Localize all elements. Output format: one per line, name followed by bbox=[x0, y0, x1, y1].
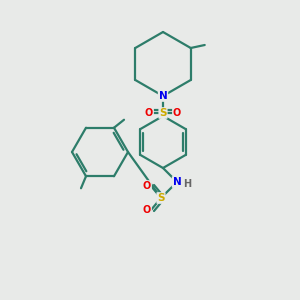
Text: N: N bbox=[159, 91, 167, 101]
Text: O: O bbox=[173, 108, 181, 118]
Text: S: S bbox=[159, 108, 167, 118]
Text: H: H bbox=[183, 179, 191, 189]
Text: O: O bbox=[143, 205, 151, 215]
Text: O: O bbox=[145, 108, 153, 118]
Text: N: N bbox=[172, 177, 182, 187]
Text: O: O bbox=[143, 181, 151, 191]
Text: S: S bbox=[157, 193, 165, 203]
